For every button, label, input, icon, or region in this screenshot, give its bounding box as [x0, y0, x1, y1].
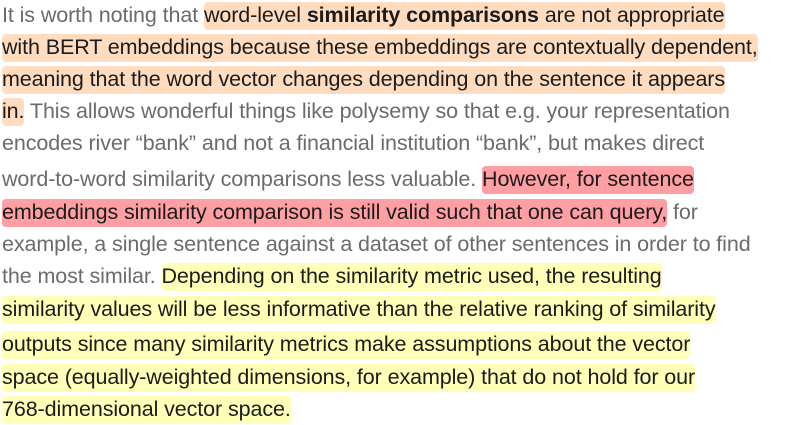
text-line-8: example, a single sentence against a dat…: [2, 229, 751, 260]
plain-text: for: [667, 200, 698, 224]
text-line-9: the most similar. Depending on the simil…: [2, 261, 662, 292]
text-line-3: meaning that the word vector changes dep…: [2, 64, 725, 95]
bold-phrase: similarity comparisons: [306, 3, 539, 27]
plain-text: encodes river “bank” and not a financial…: [2, 131, 705, 155]
orange-highlight: word-level similarity comparisons are no…: [203, 2, 725, 30]
text-line-7: embeddings similarity comparison is stil…: [2, 197, 698, 228]
text-line-2: with BERT embeddings because these embed…: [2, 32, 758, 63]
plain-text: This allows wonderful things like polyse…: [24, 99, 730, 123]
text-line-12: space (equally-weighted dimensions, for …: [2, 362, 695, 393]
plain-text: example, a single sentence against a dat…: [2, 232, 751, 256]
red-highlight: embeddings similarity comparison is stil…: [2, 199, 667, 227]
yellow-highlight: Depending on the similarity metric used,…: [161, 263, 662, 291]
yellow-highlight: outputs since many similarity metrics ma…: [2, 331, 690, 359]
text-line-10: similarity values will be less informati…: [2, 294, 716, 325]
text-line-5: encodes river “bank” and not a financial…: [2, 128, 704, 159]
highlight-text: word-level: [203, 3, 307, 27]
text-line-6: word-to-word similarity comparisons less…: [2, 164, 694, 195]
orange-highlight: in.: [2, 98, 25, 126]
plain-text: the most similar.: [2, 264, 162, 288]
highlight-text: are not appropriate: [538, 3, 725, 27]
orange-highlight: with BERT embeddings because these embed…: [2, 34, 758, 62]
plain-text: It is worth noting that: [2, 3, 204, 27]
yellow-highlight: space (equally-weighted dimensions, for …: [2, 364, 695, 392]
orange-highlight: meaning that the word vector changes dep…: [2, 66, 725, 94]
text-line-11: outputs since many similarity metrics ma…: [2, 329, 690, 360]
yellow-highlight: similarity values will be less informati…: [2, 296, 716, 324]
yellow-highlight: 768-dimensional vector space.: [2, 396, 291, 424]
text-line-13: 768-dimensional vector space.: [2, 394, 291, 425]
red-highlight: However, for sentence: [482, 166, 694, 194]
text-line-1: It is worth noting that word-level simil…: [2, 0, 725, 31]
text-line-4: in. This allows wonderful things like po…: [2, 96, 730, 127]
plain-text: word-to-word similarity comparisons less…: [2, 167, 483, 191]
